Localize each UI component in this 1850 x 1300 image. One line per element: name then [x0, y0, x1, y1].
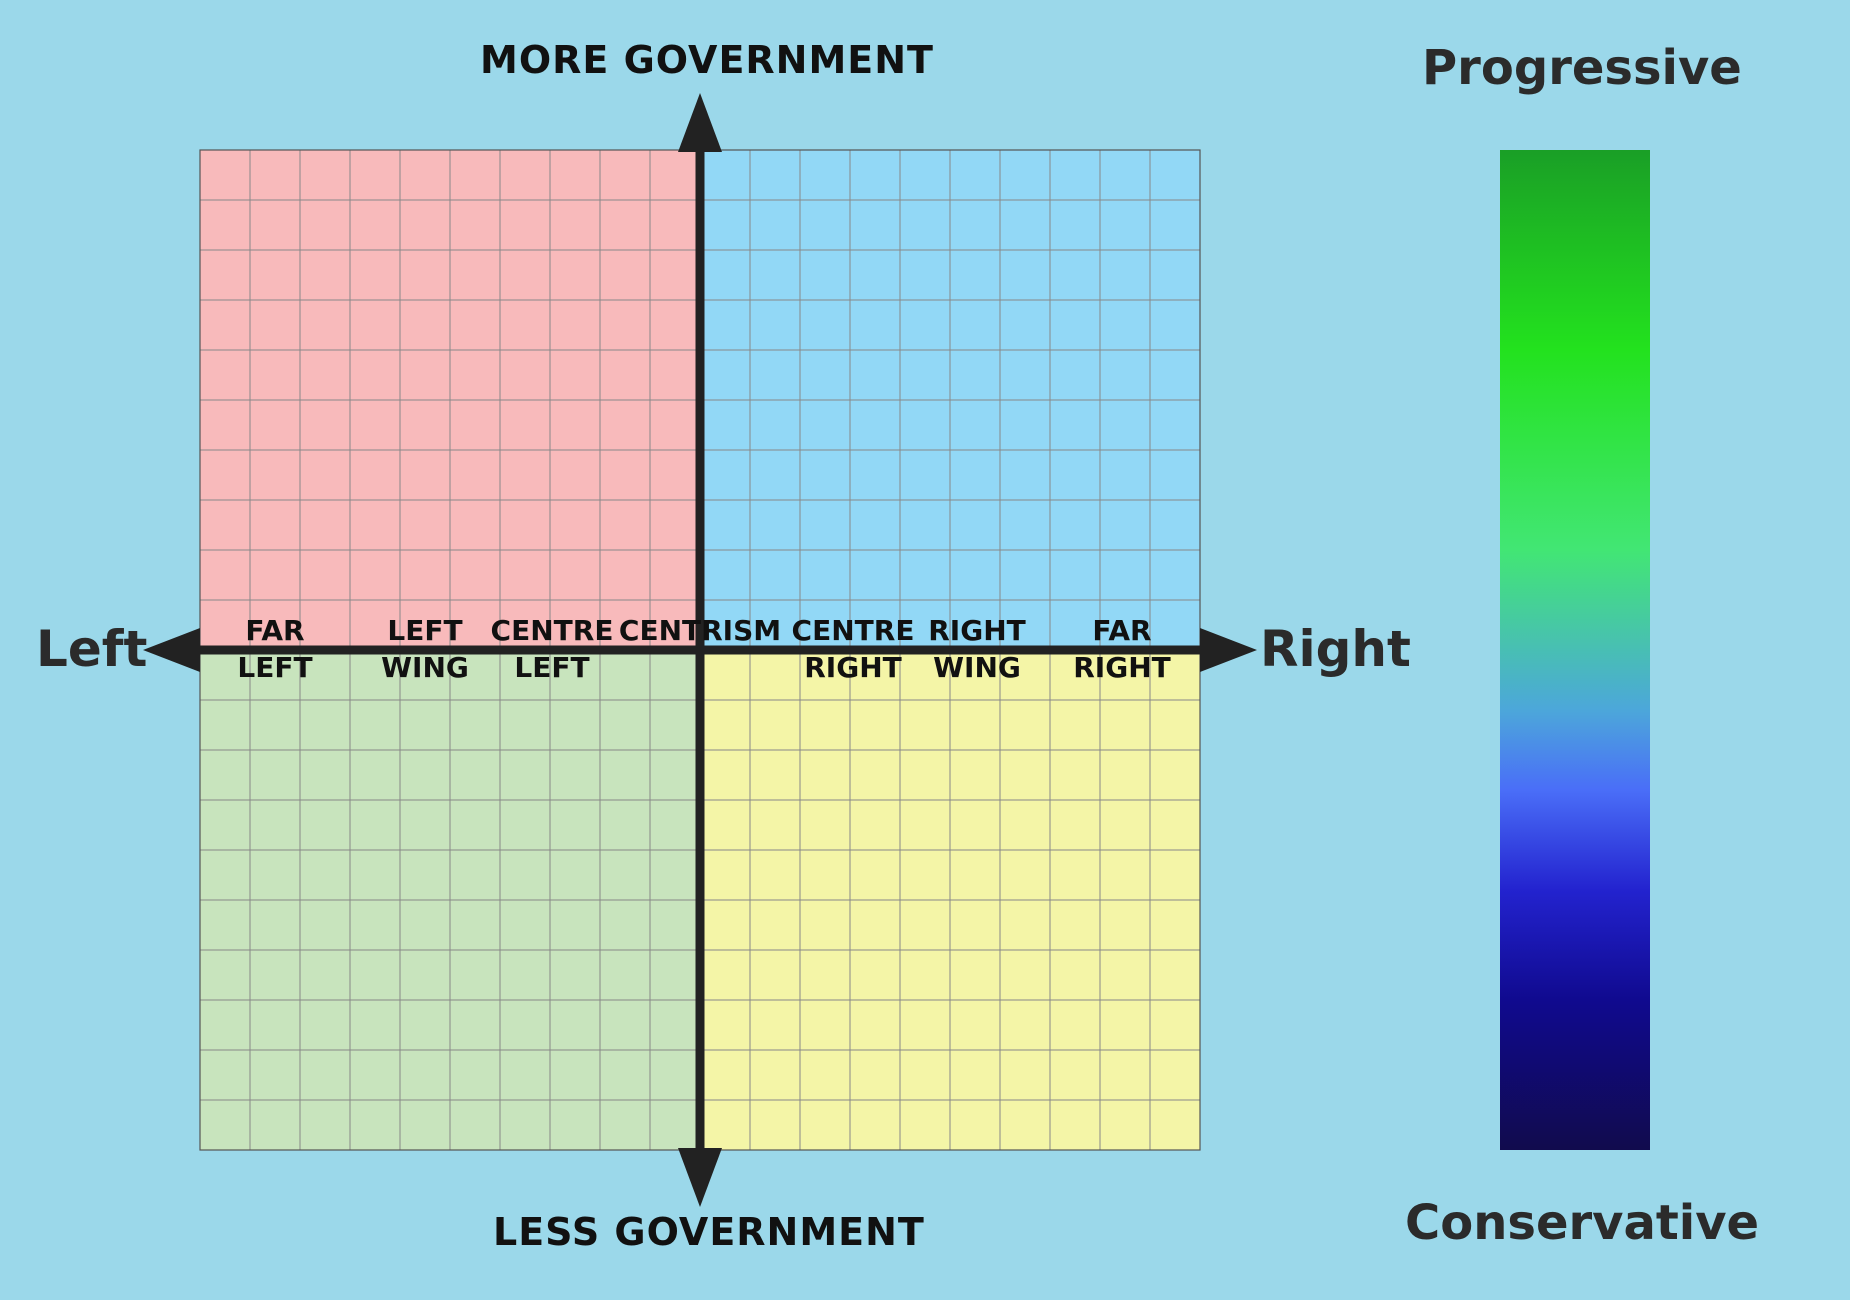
spectrum-label-centre-left: CENTRE LEFT — [491, 612, 614, 686]
spectrum-label-line: LEFT — [514, 651, 590, 684]
scale-label-top: Progressive — [1422, 40, 1742, 96]
spectrum-label-line: LEFT — [237, 651, 313, 684]
spectrum-label-line: CENTRE — [791, 614, 915, 647]
spectrum-label-far-right: FAR RIGHT — [1073, 612, 1171, 686]
axis-label-left: Left — [36, 620, 148, 678]
scale-label-bottom: Conservative — [1405, 1195, 1760, 1251]
spectrum-label-line: CENTRISM — [618, 614, 782, 647]
spectrum-label-line: FAR — [1092, 614, 1152, 647]
arrow-right-icon — [1200, 628, 1257, 672]
spectrum-label-line: WING — [381, 651, 469, 684]
spectrum-label-line: RIGHT — [804, 651, 902, 684]
spectrum-label-line: LEFT — [387, 614, 463, 647]
spectrum-label-line: RIGHT — [1073, 651, 1171, 684]
spectrum-label-centre-right: CENTRE RIGHT — [792, 612, 915, 686]
arrow-left-icon — [143, 628, 200, 672]
spectrum-label-right-wing: RIGHT WING — [928, 612, 1026, 686]
progressive-conservative-scale — [1500, 150, 1650, 1150]
axis-label-bottom: LESS GOVERNMENT — [493, 1210, 925, 1254]
spectrum-label-line: RIGHT — [928, 614, 1026, 647]
spectrum-label-left-wing: LEFT WING — [381, 612, 469, 686]
arrow-down-icon — [678, 1148, 722, 1207]
spectrum-label-far-left: FAR LEFT — [237, 612, 312, 686]
spectrum-label-line: FAR — [245, 614, 305, 647]
axis-label-right: Right — [1260, 620, 1411, 678]
axis-label-top: MORE GOVERNMENT — [480, 38, 934, 82]
arrow-up-icon — [678, 93, 722, 152]
spectrum-label-centrism: CENTRISM — [619, 612, 781, 649]
spectrum-label-line: CENTRE — [490, 614, 614, 647]
spectrum-label-line: WING — [933, 651, 1021, 684]
